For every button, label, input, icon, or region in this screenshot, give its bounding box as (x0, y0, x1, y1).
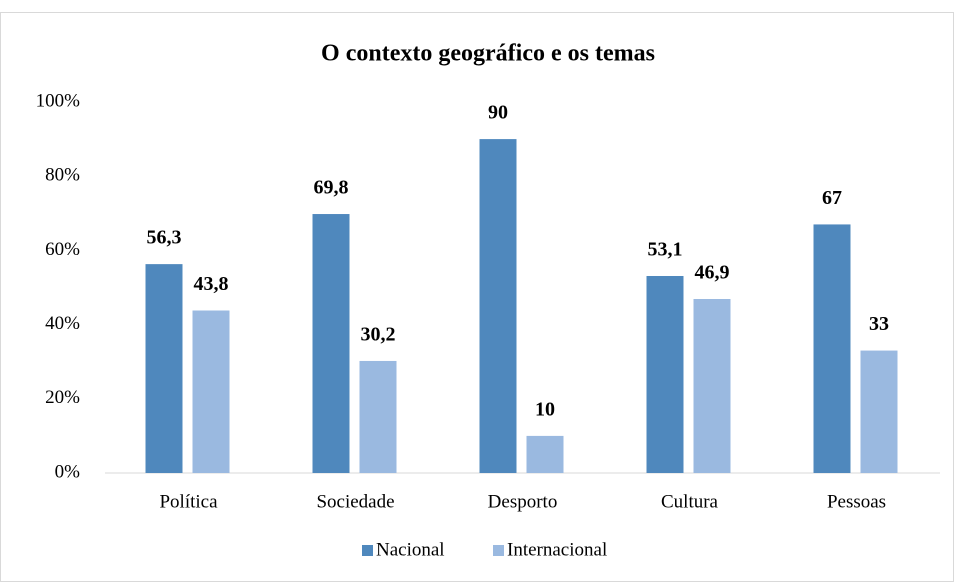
y-tick-label: 60% (45, 239, 80, 260)
data-label: 69,8 (314, 177, 349, 199)
data-label: 43,8 (194, 273, 229, 295)
y-tick-label: 80% (45, 165, 80, 186)
data-label: 90 (488, 102, 508, 124)
bar (312, 214, 350, 474)
legend-label: Nacional (376, 539, 445, 560)
y-tick-label: 40% (45, 313, 80, 334)
legend-label: Internacional (507, 539, 607, 560)
data-label: 30,2 (361, 324, 396, 346)
bar (860, 350, 898, 473)
chart-title: O contexto geográfico e os temas (321, 41, 655, 67)
data-label: 10 (535, 398, 555, 420)
legend-swatch (493, 545, 504, 556)
x-tick-label: Sociedade (316, 491, 394, 512)
bar (479, 139, 517, 473)
x-tick-label: Desporto (488, 491, 558, 512)
chart-border (0, 12, 954, 582)
data-label: 56,3 (147, 227, 182, 249)
bar (693, 299, 731, 473)
data-label: 67 (822, 187, 842, 209)
bar (145, 264, 183, 473)
data-label: 53,1 (648, 239, 683, 261)
data-label: 33 (869, 313, 889, 335)
legend-swatch (362, 545, 373, 556)
bar (646, 275, 684, 473)
y-tick-label: 0% (55, 461, 81, 482)
bar (192, 310, 230, 473)
x-tick-label: Pessoas (827, 491, 886, 512)
y-tick-label: 20% (45, 387, 80, 408)
bar (359, 360, 397, 473)
x-tick-label: Cultura (661, 491, 719, 512)
bar (813, 224, 851, 473)
y-tick-label: 100% (36, 90, 81, 111)
bar (526, 435, 564, 473)
data-label: 46,9 (695, 262, 730, 284)
x-tick-label: Política (159, 491, 218, 512)
